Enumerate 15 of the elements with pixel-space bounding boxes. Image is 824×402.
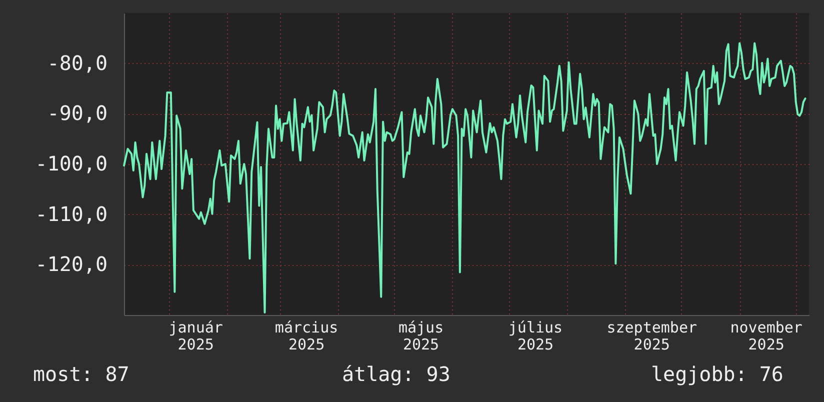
x-tick-label: május 2025 [398,318,444,354]
text: most: 87 [33,362,130,386]
y-tick-label: -120,0 [35,252,108,276]
x-tick-label: július 2025 [508,318,563,354]
y-tick-label: -90,0 [47,101,108,126]
x-tick-label: január 2025 [168,318,223,354]
line-series [123,42,806,314]
y-tick-label: -100,0 [35,152,108,176]
x-tick-label: november 2025 [730,318,802,354]
y-tick-label: -80,0 [47,50,108,75]
text: átlag: 93 [342,362,450,386]
y-tick-label: -110,0 [35,202,108,226]
x-tick-label: március 2025 [274,318,338,354]
text: legjobb: 76 [651,362,784,386]
x-tick-label: szeptember 2025 [606,318,698,354]
